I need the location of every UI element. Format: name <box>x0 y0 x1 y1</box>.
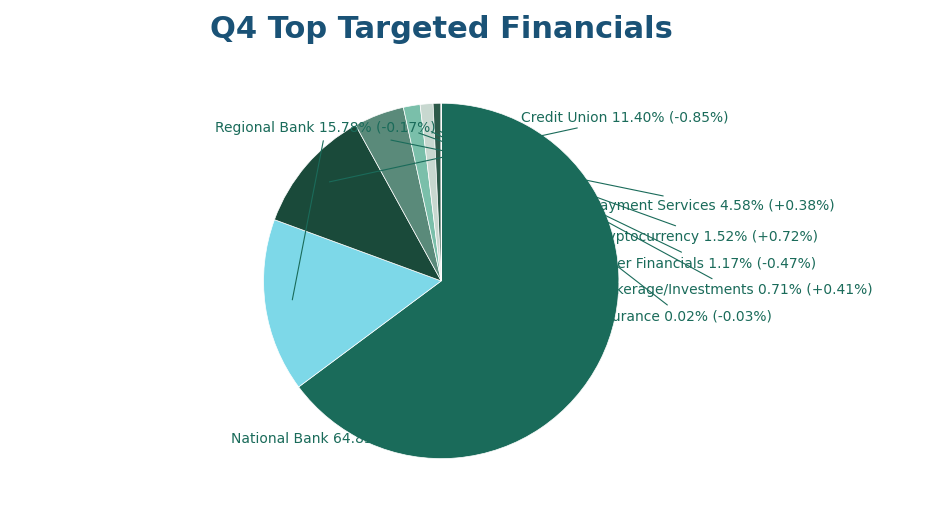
Text: Payment Services 4.58% (+0.38%): Payment Services 4.58% (+0.38%) <box>391 140 835 213</box>
Title: Q4 Top Targeted Financials: Q4 Top Targeted Financials <box>210 15 673 44</box>
Text: Insurance 0.02% (-0.03%): Insurance 0.02% (-0.03%) <box>444 132 772 323</box>
Text: National Bank 64.83% (+0.42%): National Bank 64.83% (+0.42%) <box>231 350 574 446</box>
Text: Regional Bank 15.78% (-0.17%): Regional Bank 15.78% (-0.17%) <box>215 121 436 300</box>
Wedge shape <box>356 107 441 281</box>
Text: Credit Union 11.40% (-0.85%): Credit Union 11.40% (-0.85%) <box>329 110 729 182</box>
Text: Cryptocurrency 1.52% (+0.72%): Cryptocurrency 1.52% (+0.72%) <box>418 133 818 243</box>
Text: Brokerage/Investments 0.71% (+0.41%): Brokerage/Investments 0.71% (+0.41%) <box>440 131 873 297</box>
Wedge shape <box>264 220 441 387</box>
Wedge shape <box>420 104 441 281</box>
Text: Other Financials 1.17% (-0.47%): Other Financials 1.17% (-0.47%) <box>431 132 816 270</box>
Wedge shape <box>403 105 441 281</box>
Wedge shape <box>433 103 441 281</box>
Wedge shape <box>299 103 619 458</box>
Wedge shape <box>274 125 441 281</box>
